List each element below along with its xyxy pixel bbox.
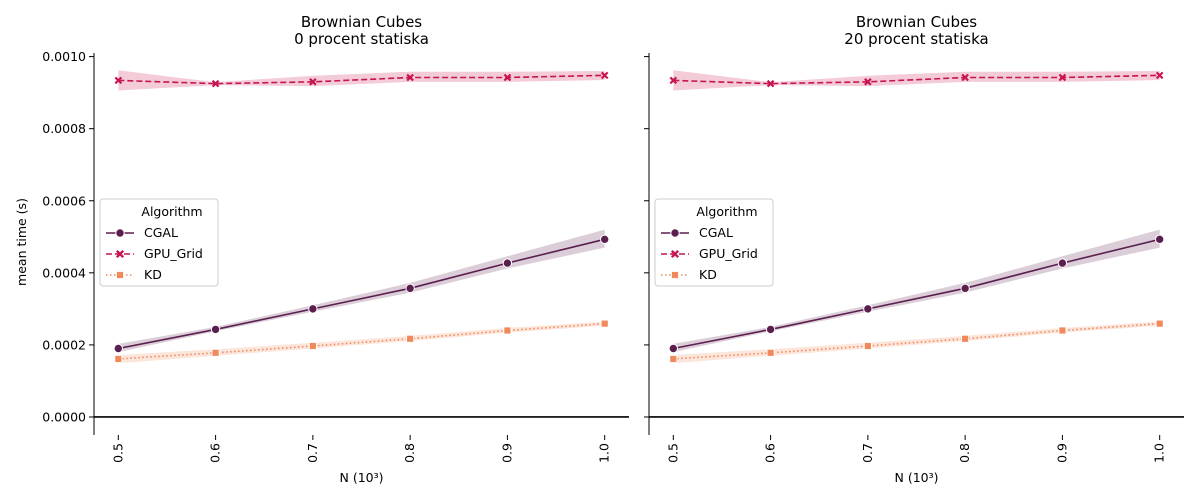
y-tick-label: 0.0010: [42, 49, 86, 64]
x-tick-label: 0.9: [499, 443, 514, 463]
legend-label-gpu-grid: GPU_Grid: [144, 246, 203, 261]
y-tick-label: 0.0004: [42, 265, 86, 280]
ci-band-cgal: [118, 229, 605, 353]
data-point-cgal: [863, 304, 873, 314]
legend-marker-cgal: [670, 228, 680, 238]
x-tick-label: 0.6: [208, 443, 223, 463]
data-point-kd: [766, 348, 775, 357]
data-point-cgal: [1057, 258, 1068, 268]
data-point-cgal: [960, 283, 970, 294]
series-line-cgal: [118, 238, 605, 350]
legend-label-cgal: CGAL: [699, 225, 733, 240]
data-point-gpu-grid: [766, 79, 775, 88]
ci-band-cgal: [673, 229, 1160, 353]
x-tick-label: 0.8: [402, 443, 417, 463]
legend-marker-cgal: [115, 228, 125, 238]
y-tick-label: 0.0002: [42, 337, 86, 352]
legend-label-cgal: CGAL: [144, 225, 178, 240]
data-point-kd: [503, 326, 512, 335]
legend-label-kd: KD: [144, 267, 162, 282]
legend-marker-kd: [670, 270, 680, 280]
data-point-kd: [406, 334, 415, 343]
chart-title-line-2: 0 procent statiska: [294, 30, 429, 48]
data-point-kd: [308, 341, 317, 351]
data-point-cgal: [113, 343, 124, 354]
x-tick-label: 0.9: [1054, 443, 1069, 463]
data-point-cgal: [210, 324, 221, 335]
legend-box: [99, 198, 219, 287]
x-tick-label: 0.5: [665, 443, 680, 463]
data-point-gpu-grid: [961, 73, 969, 82]
data-point-gpu-grid: [503, 73, 512, 82]
x-tick-label: 0.8: [957, 443, 972, 463]
data-point-kd: [600, 319, 609, 328]
data-point-kd: [1155, 319, 1164, 328]
data-point-kd: [1058, 326, 1067, 335]
legend-label-gpu-grid: GPU_Grid: [699, 246, 758, 261]
y-tick-label: 0.0006: [42, 193, 86, 208]
x-tick-label: 0.7: [860, 443, 875, 463]
legend-title: Algorithm: [141, 204, 202, 219]
data-point-gpu-grid: [406, 73, 414, 82]
x-axis-label: N (10³): [895, 470, 939, 485]
data-point-cgal: [502, 258, 513, 268]
legend-label-kd: KD: [699, 267, 717, 282]
series-line-kd: [118, 322, 605, 360]
chart-title-line-1: Brownian Cubes: [301, 13, 422, 31]
x-axis-label: N (10³): [340, 470, 384, 485]
series-line-kd: [673, 322, 1160, 360]
chart-title-line-2: 20 procent statiska: [844, 30, 988, 48]
data-point-gpu-grid: [864, 78, 872, 86]
data-point-cgal: [1154, 234, 1165, 245]
data-point-gpu-grid: [114, 76, 123, 85]
data-point-gpu-grid: [1155, 71, 1164, 80]
series-line-gpu-grid: [673, 74, 1160, 85]
data-point-cgal: [599, 234, 610, 245]
data-point-cgal: [668, 343, 679, 354]
data-point-kd: [669, 354, 678, 364]
legend-marker-gpu-grid: [115, 249, 125, 259]
ci-band-kd: [118, 321, 605, 364]
series-line-gpu-grid: [118, 74, 605, 85]
legend-box: [654, 198, 774, 287]
y-axis-label: mean time (s): [14, 198, 29, 286]
data-point-kd: [114, 354, 123, 364]
y-tick-label: 0.0000: [42, 409, 86, 424]
chart-title-line-1: Brownian Cubes: [856, 13, 977, 31]
x-tick-label: 1.0: [597, 443, 612, 463]
x-tick-label: 0.7: [305, 443, 320, 463]
data-point-gpu-grid: [1058, 73, 1067, 82]
data-point-gpu-grid: [211, 79, 220, 88]
data-point-kd: [961, 334, 970, 343]
x-tick-label: 0.5: [110, 443, 125, 463]
data-point-cgal: [308, 304, 318, 314]
data-point-gpu-grid: [309, 78, 317, 86]
x-tick-label: 1.0: [1152, 443, 1167, 463]
series-line-cgal: [673, 238, 1160, 350]
data-point-cgal: [765, 324, 776, 335]
legend-marker-kd: [115, 270, 125, 280]
ci-band-kd: [673, 321, 1160, 364]
data-point-kd: [863, 341, 872, 351]
data-point-cgal: [405, 283, 415, 294]
data-point-gpu-grid: [669, 76, 678, 85]
data-point-kd: [211, 348, 220, 357]
x-tick-label: 0.6: [763, 443, 778, 463]
legend-marker-gpu-grid: [670, 249, 680, 259]
legend-title: Algorithm: [696, 204, 757, 219]
y-tick-label: 0.0008: [42, 121, 86, 136]
data-point-gpu-grid: [600, 71, 609, 80]
